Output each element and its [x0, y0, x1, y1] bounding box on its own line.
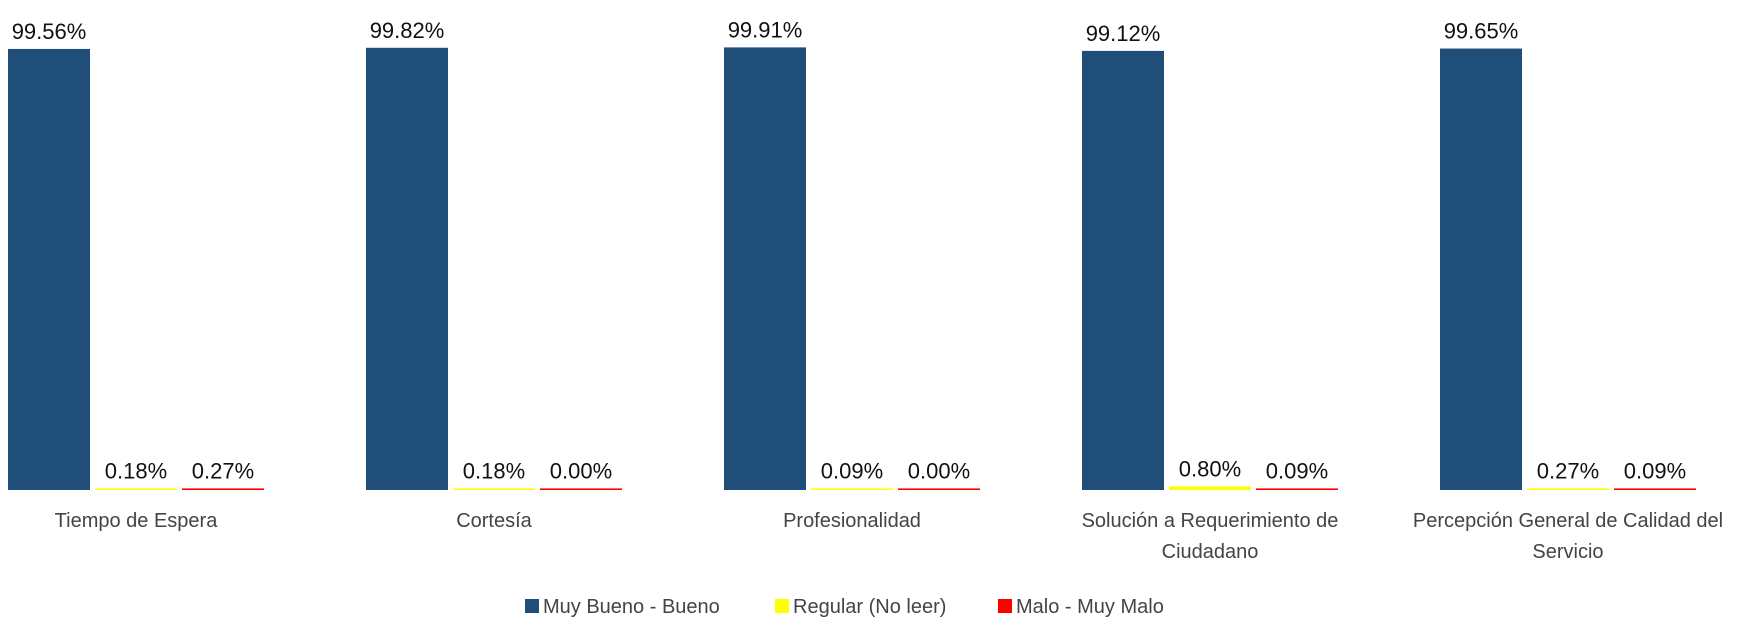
data-label-1-0: 99.82%: [370, 18, 445, 43]
legend-label-1: Regular (No leer): [793, 596, 946, 617]
bar-3-1: [1169, 486, 1251, 490]
bar-4-1: [1527, 488, 1609, 490]
bar-0-2: [182, 488, 264, 490]
data-label-0-0: 99.56%: [12, 19, 87, 44]
category-label-3-0: Solución a Requerimiento de: [1082, 510, 1339, 532]
legend-label-2: Malo - Muy Malo: [1016, 596, 1164, 617]
data-labels-layer: 99.56% 0.18% 0.27% 99.82% 0.18% 0.00% 99.91% 0.…: [12, 17, 1687, 483]
bars-layer: [8, 47, 1696, 491]
category-label-4-0: Percepción General de Calidad del: [1413, 510, 1723, 532]
data-label-3-0: 99.12%: [1086, 21, 1161, 46]
data-label-4-2: 0.09%: [1624, 458, 1686, 483]
bar-1-0: [366, 47, 448, 491]
data-label-2-0: 99.91%: [728, 17, 803, 42]
legend-swatch-2: [998, 599, 1012, 613]
bar-4-0: [1440, 48, 1522, 490]
legend-label-0: Muy Bueno - Bueno: [543, 596, 720, 617]
legend-swatch-1: [775, 599, 789, 613]
data-label-3-2: 0.09%: [1266, 458, 1328, 483]
category-label-3-1: Ciudadano: [1162, 541, 1259, 563]
data-label-2-2: 0.00%: [908, 458, 970, 483]
bar-3-2: [1256, 488, 1338, 490]
category-label-2-0: Profesionalidad: [783, 510, 921, 532]
legend: Muy Bueno - Bueno Regular (No leer) Malo -…: [525, 596, 1164, 617]
data-label-0-1: 0.18%: [105, 458, 167, 483]
data-label-4-1: 0.27%: [1537, 458, 1599, 483]
bar-0-1: [95, 488, 177, 490]
bar-2-0: [724, 47, 806, 490]
legend-swatch-0: [525, 599, 539, 613]
data-label-0-2: 0.27%: [192, 458, 254, 483]
bar-0-0: [8, 48, 90, 491]
bar-1-1: [453, 488, 535, 490]
bar-4-2: [1614, 488, 1696, 490]
category-labels-layer: Tiempo de Espera Cortesía Profesionalidad S…: [55, 510, 1723, 563]
category-label-1-0: Cortesía: [456, 510, 532, 532]
data-label-2-1: 0.09%: [821, 458, 883, 483]
bar-2-1: [811, 488, 893, 490]
data-label-4-0: 99.65%: [1444, 19, 1519, 44]
category-label-0-0: Tiempo de Espera: [55, 510, 219, 532]
data-label-3-1: 0.80%: [1179, 456, 1241, 481]
bar-3-0: [1082, 50, 1164, 490]
bar-2-2: [898, 488, 980, 490]
data-label-1-1: 0.18%: [463, 458, 525, 483]
data-label-1-2: 0.00%: [550, 458, 612, 483]
category-label-4-1: Servicio: [1532, 541, 1603, 563]
bar-1-2: [540, 488, 622, 490]
